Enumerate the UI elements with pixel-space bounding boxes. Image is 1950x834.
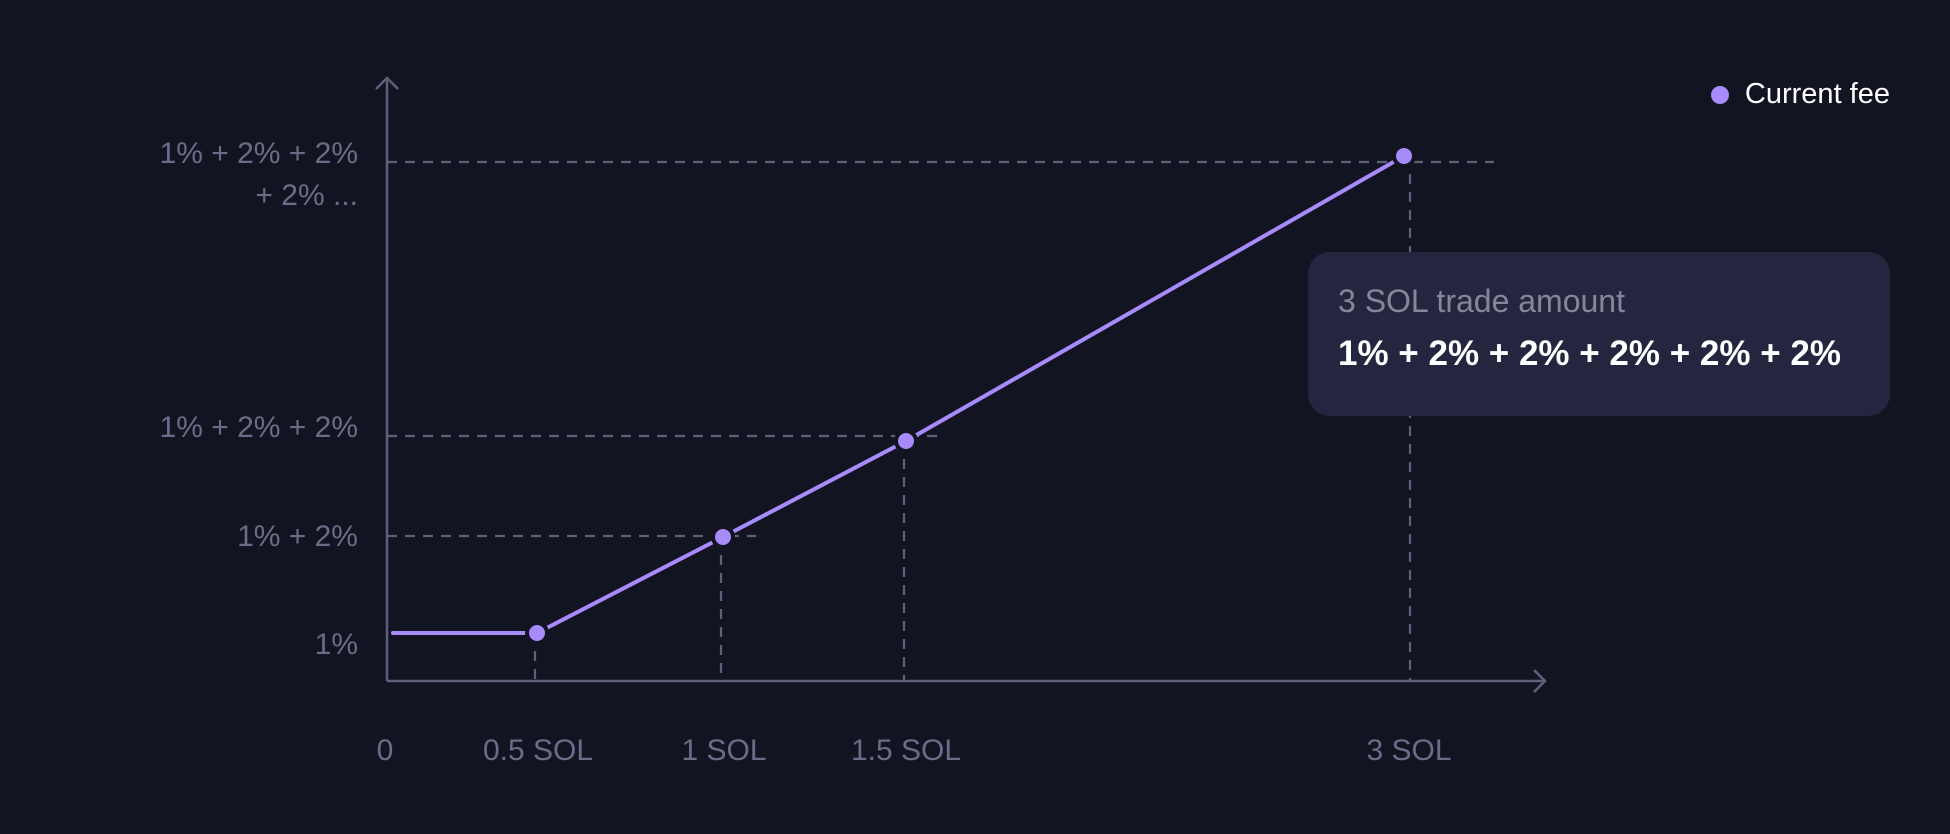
y-axis-arrow-icon [375,76,399,90]
tooltip-title: 3 SOL trade amount [1338,283,1625,319]
fee-line [391,154,1406,635]
x-axis-arrow-icon [1533,669,1547,693]
x-tick-label: 1.5 SOL [851,734,961,767]
x-tick-label: 1 SOL [681,734,766,767]
y-tick-label: 1% + 2% [237,520,358,553]
series-current-fee [391,144,1416,645]
x-tick-label: 0 [377,734,394,767]
data-point [894,429,918,453]
legend: Current fee [1710,78,1890,111]
tooltip-value: 1% + 2% + 2% + 2% + 2% + 2% [1338,334,1841,374]
axes [375,76,1547,693]
legend-marker [1710,85,1729,104]
data-point [525,621,549,645]
y-tick-label: 1% + 2% + 2% + 2% ... [160,137,358,212]
guide-lines [387,156,1494,681]
tick-labels: 0 0.5 SOL 1 SOL 1.5 SOL 3 SOL 1% 1% + 2% 1% + 2… [160,137,1452,767]
y-tick-label: 1% [315,628,358,661]
data-point [1392,144,1416,168]
x-tick-label: 3 SOL [1366,734,1451,767]
data-point [711,525,735,549]
x-tick-label: 0.5 SOL [483,734,593,767]
legend-label: Current fee [1744,78,1890,110]
y-tick-label: 1% + 2% + 2% [160,411,358,444]
tooltip: 3 SOL trade amount 1% + 2% + 2% + 2% + 2… [1308,252,1890,416]
